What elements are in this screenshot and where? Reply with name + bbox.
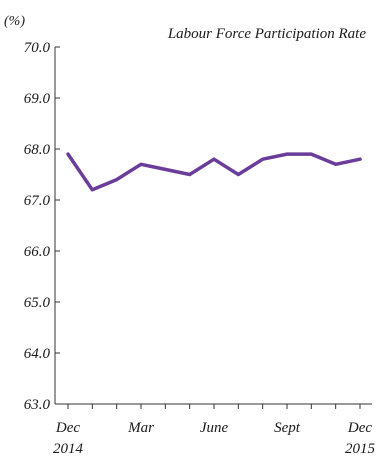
x-axis-ticks: Dec 2014 Mar June Sept Dec 2015 [53, 404, 376, 457]
data-point [285, 152, 289, 156]
y-tick-label: 64.0 [24, 346, 51, 362]
series-layer [66, 152, 362, 192]
data-point [334, 163, 337, 166]
data-point [115, 178, 118, 181]
data-point [139, 163, 143, 166]
x-tick-label: Dec [347, 420, 372, 436]
data-point [66, 152, 70, 156]
data-point [310, 152, 313, 156]
data-point [261, 158, 264, 161]
x-tick-label: Sept [274, 420, 301, 436]
data-point [164, 168, 167, 171]
x-tick-label-year: 2015 [345, 441, 376, 457]
data-point [237, 173, 240, 176]
y-axis-ticks: 70.0 69.0 68.0 67.0 66.0 65.0 64.0 63.0 [24, 40, 60, 413]
y-axis-unit-label: (%) [4, 14, 25, 29]
y-tick-label: 66.0 [24, 244, 51, 260]
x-tick-label-year: 2014 [53, 441, 84, 457]
y-tick-label: 70.0 [24, 40, 51, 56]
axes [54, 47, 372, 405]
data-point [91, 188, 94, 191]
data-point [212, 158, 216, 161]
y-tick-label: 65.0 [24, 295, 51, 311]
x-tick-label: Dec [55, 420, 80, 436]
y-tick-label: 68.0 [24, 142, 51, 158]
x-tick-label: Mar [127, 420, 154, 436]
y-tick-label: 67.0 [24, 193, 51, 209]
y-tick-label: 63.0 [24, 397, 51, 413]
data-point [188, 173, 191, 176]
x-tick-label: June [200, 420, 229, 436]
chart-title: Labour Force Participation Rate [167, 26, 367, 42]
data-point [358, 158, 362, 161]
y-tick-label: 69.0 [24, 91, 51, 107]
